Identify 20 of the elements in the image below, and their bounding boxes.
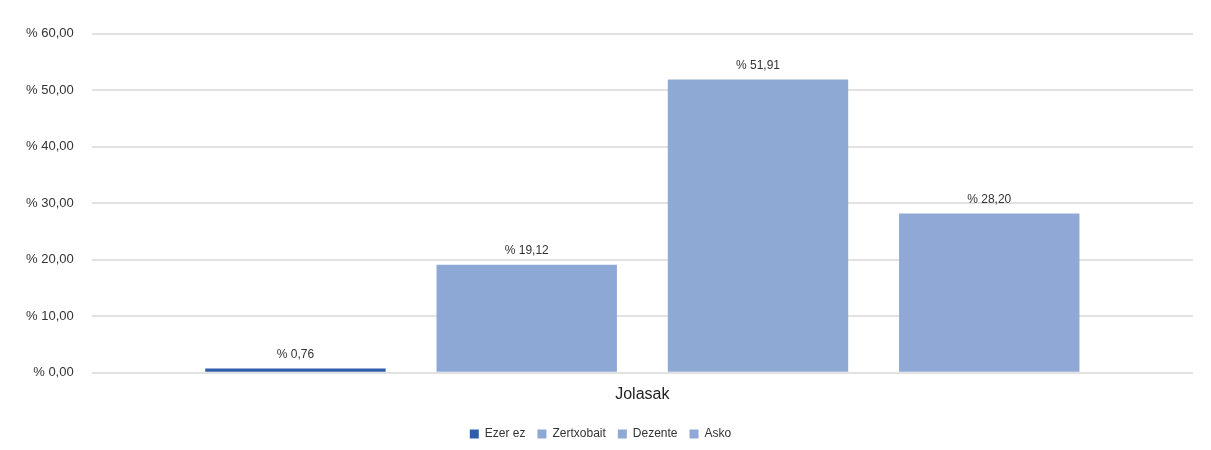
y-tick-label: % 40,00	[26, 138, 74, 154]
bar	[205, 368, 386, 372]
legend-label: Asko	[704, 426, 732, 441]
legend-label: Dezente	[632, 426, 678, 441]
legend-label: Ezer ez	[484, 426, 526, 441]
legend-label: Zertxobait	[552, 426, 607, 441]
x-tick-label: Jolasak	[615, 384, 671, 402]
y-tick-label: % 20,00	[26, 251, 74, 267]
bar	[899, 213, 1080, 372]
data-label: % 19,12	[504, 243, 550, 258]
data-label: % 51,91	[735, 57, 781, 72]
bar	[667, 79, 849, 372]
data-label: % 0,76	[276, 346, 315, 361]
bar	[436, 264, 617, 372]
y-tick-label: % 60,00	[26, 25, 74, 41]
y-tick-label: % 30,00	[26, 194, 74, 210]
y-tick-label: % 50,00	[26, 81, 74, 97]
y-tick-label: % 10,00	[26, 307, 74, 323]
data-label: % 28,20	[967, 191, 1012, 206]
y-tick-label: % 0,00	[33, 364, 74, 380]
